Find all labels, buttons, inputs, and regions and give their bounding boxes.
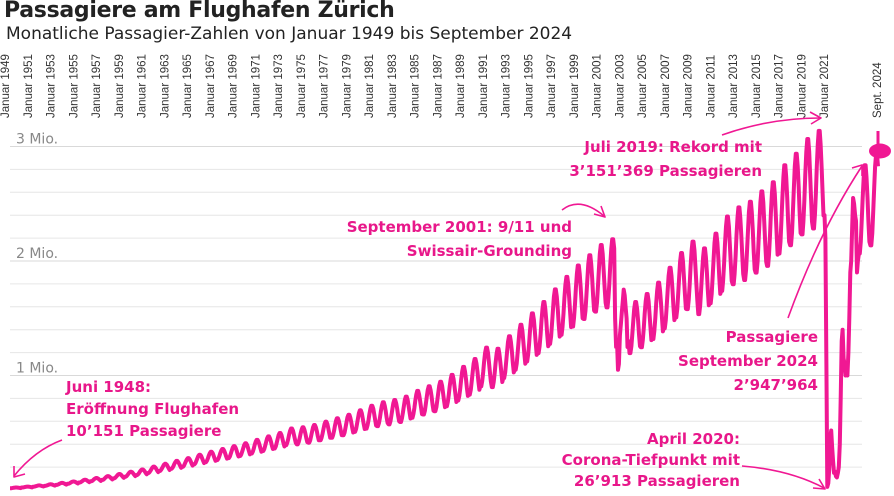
x-tick-label: Januar 1981 bbox=[364, 54, 376, 118]
annotation-covid: April 2020: Corona-Tiefpunkt mit 26’913 Pa… bbox=[562, 430, 740, 490]
annotation-record-2019: Juli 2019: Rekord mit 3’151’369 Passagier… bbox=[569, 138, 762, 180]
x-tick-label: Januar 1989 bbox=[455, 54, 467, 118]
annotation-opening-line: Eröffnung Flughafen bbox=[66, 400, 239, 418]
arrow-2020 bbox=[741, 465, 825, 489]
y-tick-label: 1 Mio. bbox=[16, 361, 58, 377]
x-tick-label: Januar 1997 bbox=[546, 54, 558, 118]
x-tick-label: Januar 2007 bbox=[660, 54, 672, 118]
x-tick-label: Januar 2005 bbox=[637, 54, 649, 118]
y-axis-labels: 1 Mio. 2 Mio. 3 Mio. bbox=[16, 132, 58, 377]
annotation-911-line: Swissair-Grounding bbox=[407, 242, 572, 260]
x-tick-label: Januar 2011 bbox=[705, 55, 717, 118]
x-axis-labels: Januar 1949 Januar 1951 Januar 1953 Januar … bbox=[0, 54, 884, 118]
x-tick-label: Januar 1975 bbox=[296, 54, 308, 118]
last-value-marker bbox=[869, 143, 891, 159]
annotation-covid-line: April 2020: bbox=[647, 430, 740, 448]
x-tick-label: Januar 2013 bbox=[728, 54, 740, 118]
x-tick-label: Januar 1963 bbox=[159, 54, 171, 118]
x-tick-label: Januar 1985 bbox=[410, 54, 422, 118]
arrow-2024 bbox=[787, 165, 863, 319]
x-tick-label: Januar 1977 bbox=[319, 54, 331, 118]
annotations: Juni 1948: Eröffnung Flughafen 10’151 Pass… bbox=[65, 138, 818, 490]
arrow-2024-head bbox=[851, 164, 863, 176]
series-line bbox=[9, 128, 891, 491]
annotation-arrows bbox=[13, 111, 863, 490]
gridlines bbox=[10, 146, 862, 468]
x-tick-label: Januar 1979 bbox=[341, 54, 353, 118]
x-tick-label: Januar 1961 bbox=[137, 54, 149, 118]
chart-subtitle: Monatliche Passagier-Zahlen von Januar 1… bbox=[6, 24, 573, 44]
arrow-2001-head bbox=[593, 205, 606, 218]
annotation-911: September 2001: 9/11 und Swissair-Groundi… bbox=[347, 218, 572, 260]
annotation-opening-line: Juni 1948: bbox=[65, 378, 151, 396]
x-tick-label: Sept. 2024 bbox=[872, 62, 884, 118]
x-tick-label: Januar 1955 bbox=[68, 54, 80, 118]
x-tick-label: Januar 2001 bbox=[592, 54, 604, 118]
chart-title: Passagiere am Flughafen Zürich bbox=[4, 0, 395, 23]
passengers-line bbox=[9, 128, 880, 491]
x-tick-label: Januar 2015 bbox=[751, 54, 763, 118]
x-tick-label: Januar 1965 bbox=[182, 54, 194, 118]
annotation-opening: Juni 1948: Eröffnung Flughafen 10’151 Pass… bbox=[65, 378, 239, 440]
x-tick-label: Januar 1993 bbox=[501, 54, 513, 118]
x-tick-label: Januar 1999 bbox=[569, 54, 581, 118]
annotation-record-2019-line: Juli 2019: Rekord mit bbox=[583, 138, 762, 156]
x-tick-label: Januar 1957 bbox=[91, 54, 103, 118]
arrow-2019 bbox=[721, 117, 821, 136]
x-tick-label: Januar 2021 bbox=[819, 54, 831, 118]
y-tick-label: 3 Mio. bbox=[16, 132, 58, 148]
arrow-2001 bbox=[561, 203, 605, 217]
x-tick-label: Januar 1983 bbox=[387, 54, 399, 118]
annotation-sept-2024-line: September 2024 bbox=[678, 352, 818, 370]
annotation-sept-2024-line: 2’947’964 bbox=[734, 376, 818, 394]
x-tick-label: Januar 1991 bbox=[478, 54, 490, 118]
x-tick-label: Januar 1971 bbox=[250, 54, 262, 118]
annotation-covid-line: Corona-Tiefpunkt mit bbox=[562, 451, 740, 469]
x-tick-label: Januar 1953 bbox=[46, 54, 58, 118]
x-tick-label: Januar 1987 bbox=[432, 54, 444, 118]
x-tick-label: Januar 1951 bbox=[23, 54, 35, 118]
x-tick-label: Januar 2019 bbox=[796, 54, 808, 118]
arrow-1948-head bbox=[13, 466, 26, 478]
annotation-covid-line: 26’913 Passagieren bbox=[574, 472, 740, 490]
arrow-2019-head bbox=[809, 111, 822, 125]
arrow-2020-head bbox=[812, 478, 826, 490]
x-tick-label: Januar 2003 bbox=[614, 54, 626, 118]
annotation-opening-line: 10’151 Passagiere bbox=[66, 422, 221, 440]
x-tick-label: Januar 1959 bbox=[114, 54, 126, 118]
x-tick-label: Januar 2009 bbox=[683, 54, 695, 118]
x-tick-label: Januar 1995 bbox=[523, 54, 535, 118]
x-tick-label: Januar 1969 bbox=[228, 54, 240, 118]
annotation-911-line: September 2001: 9/11 und bbox=[347, 218, 572, 236]
annotation-record-2019-line: 3’151’369 Passagieren bbox=[569, 162, 762, 180]
x-tick-label: Januar 1967 bbox=[205, 54, 217, 118]
y-tick-label: 2 Mio. bbox=[16, 246, 58, 262]
x-tick-label: Januar 2017 bbox=[774, 54, 786, 118]
annotation-sept-2024: Passagiere September 2024 2’947’964 bbox=[678, 328, 818, 394]
arrow-1948 bbox=[13, 439, 63, 477]
x-tick-label: Januar 1949 bbox=[0, 54, 12, 118]
x-tick-label: Januar 1973 bbox=[273, 54, 285, 118]
annotation-sept-2024-line: Passagiere bbox=[726, 328, 818, 346]
